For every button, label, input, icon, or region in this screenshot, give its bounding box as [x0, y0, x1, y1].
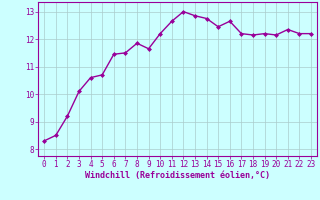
X-axis label: Windchill (Refroidissement éolien,°C): Windchill (Refroidissement éolien,°C): [85, 171, 270, 180]
